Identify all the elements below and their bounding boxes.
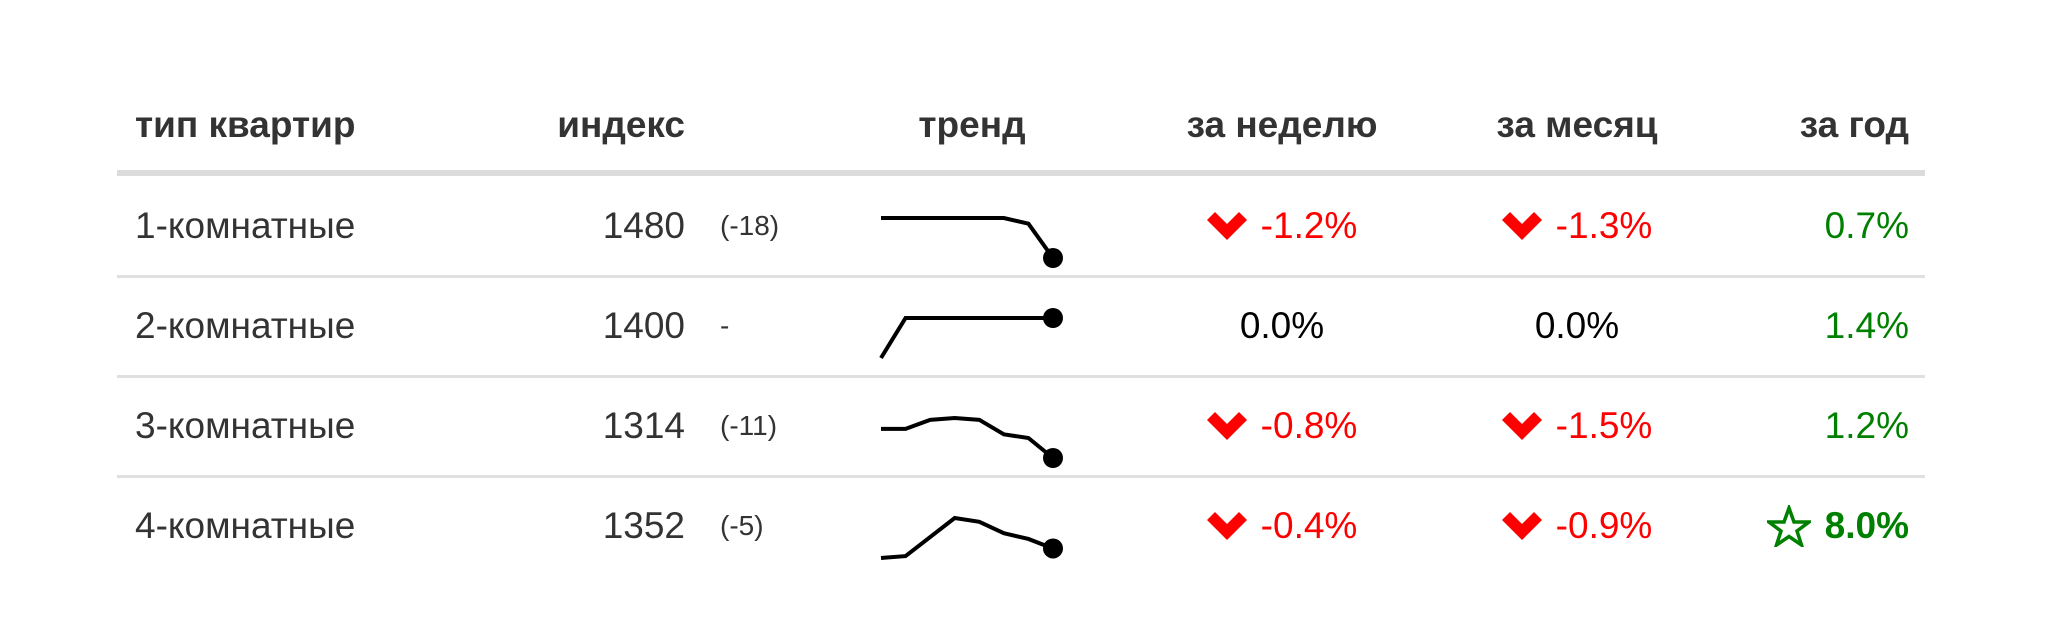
chevron-down-icon xyxy=(1206,512,1247,540)
week-change: -0.8% xyxy=(1137,376,1427,476)
index-value: 1314 xyxy=(602,405,685,446)
trend-sparkline xyxy=(877,176,1067,276)
chevron-down-icon xyxy=(1206,212,1247,240)
index-delta: (-11) xyxy=(720,410,778,441)
year-change-value: 1.2% xyxy=(1824,405,1909,446)
month-change-value: -1.3% xyxy=(1555,205,1653,246)
header-trend: тренд xyxy=(918,104,1026,145)
chevron-down-icon xyxy=(1501,212,1542,240)
sparkline-endpoint xyxy=(1043,248,1063,268)
month-change-value: -1.5% xyxy=(1555,405,1653,446)
apartment-type: 2-комнатные xyxy=(135,305,356,346)
apartment-type: 3-комнатные xyxy=(135,405,356,446)
sparkline-line xyxy=(881,216,1055,260)
index-delta: - xyxy=(720,310,730,341)
week-change-value: -0.4% xyxy=(1260,505,1358,546)
month-change: -1.3% xyxy=(1432,176,1722,276)
chevron-down-icon xyxy=(1501,412,1542,440)
sparkline-chart xyxy=(879,308,1063,360)
header-divider xyxy=(117,170,1925,176)
year-change-value: 0.7% xyxy=(1824,205,1909,246)
sparkline-endpoint xyxy=(1043,448,1063,468)
chevron-down-icon xyxy=(1206,412,1247,440)
week-change-value: -1.2% xyxy=(1260,205,1358,246)
table-row: 1-комнатные 1480 (-18) -1.2% -1.3% 0.7% xyxy=(117,176,1925,276)
index-value: 1352 xyxy=(602,505,685,546)
year-change-value: 1.4% xyxy=(1824,305,1909,346)
sparkline-chart xyxy=(881,216,1063,268)
month-change: -0.9% xyxy=(1432,476,1722,576)
index-delta: (-18) xyxy=(720,210,780,241)
header-index: индекс xyxy=(557,104,685,145)
sparkline-line xyxy=(879,316,1053,360)
trend-sparkline xyxy=(877,276,1067,376)
table-header: тип квартир индекс тренд за неделю за ме… xyxy=(117,80,1925,170)
header-month: за месяц xyxy=(1496,104,1658,145)
trend-sparkline xyxy=(877,376,1067,476)
table-row: 3-комнатные 1314 (-11) -0.8% -1.5% 1.2% xyxy=(117,376,1925,476)
month-change-value: -0.9% xyxy=(1555,505,1653,546)
year-change: 1.4% xyxy=(1677,276,1909,376)
header-type: тип квартир xyxy=(135,104,356,145)
sparkline-endpoint xyxy=(1043,538,1063,559)
month-change: 0.0% xyxy=(1432,276,1722,376)
chevron-down-icon xyxy=(1501,512,1542,540)
sparkline-line xyxy=(880,515,1054,560)
week-change: -1.2% xyxy=(1137,176,1427,276)
sparkline-line xyxy=(881,415,1055,460)
week-change: 0.0% xyxy=(1137,276,1427,376)
table-row: 4-комнатные 1352 (-5) -0.4% -0.9% 8.0% xyxy=(117,476,1925,576)
apartment-type: 4-комнатные xyxy=(135,505,356,546)
header-week: за неделю xyxy=(1186,104,1378,145)
year-change: 8.0% xyxy=(1677,476,1909,576)
index-value: 1480 xyxy=(602,205,685,246)
row-divider xyxy=(117,475,1925,478)
year-change-value: 8.0% xyxy=(1824,505,1909,546)
apartment-type: 1-комнатные xyxy=(135,205,356,246)
sparkline-chart xyxy=(881,415,1063,468)
row-divider xyxy=(117,375,1925,378)
week-change-value: -0.8% xyxy=(1260,405,1358,446)
sparkline-chart xyxy=(880,515,1063,560)
month-change-value: 0.0% xyxy=(1534,305,1620,346)
trend-sparkline xyxy=(877,476,1067,576)
week-change: -0.4% xyxy=(1137,476,1427,576)
index-delta: (-5) xyxy=(720,510,764,541)
year-change: 0.7% xyxy=(1677,176,1909,276)
index-value: 1400 xyxy=(602,305,685,346)
sparkline-endpoint xyxy=(1043,308,1063,328)
row-divider xyxy=(117,275,1925,278)
year-change: 1.2% xyxy=(1677,376,1909,476)
star-icon xyxy=(1766,505,1811,547)
header-year: за год xyxy=(1799,104,1909,145)
table-row: 2-комнатные 1400 - 0.0% 0.0% 1.4% xyxy=(117,276,1925,376)
month-change: -1.5% xyxy=(1432,376,1722,476)
week-change-value: 0.0% xyxy=(1239,305,1325,346)
